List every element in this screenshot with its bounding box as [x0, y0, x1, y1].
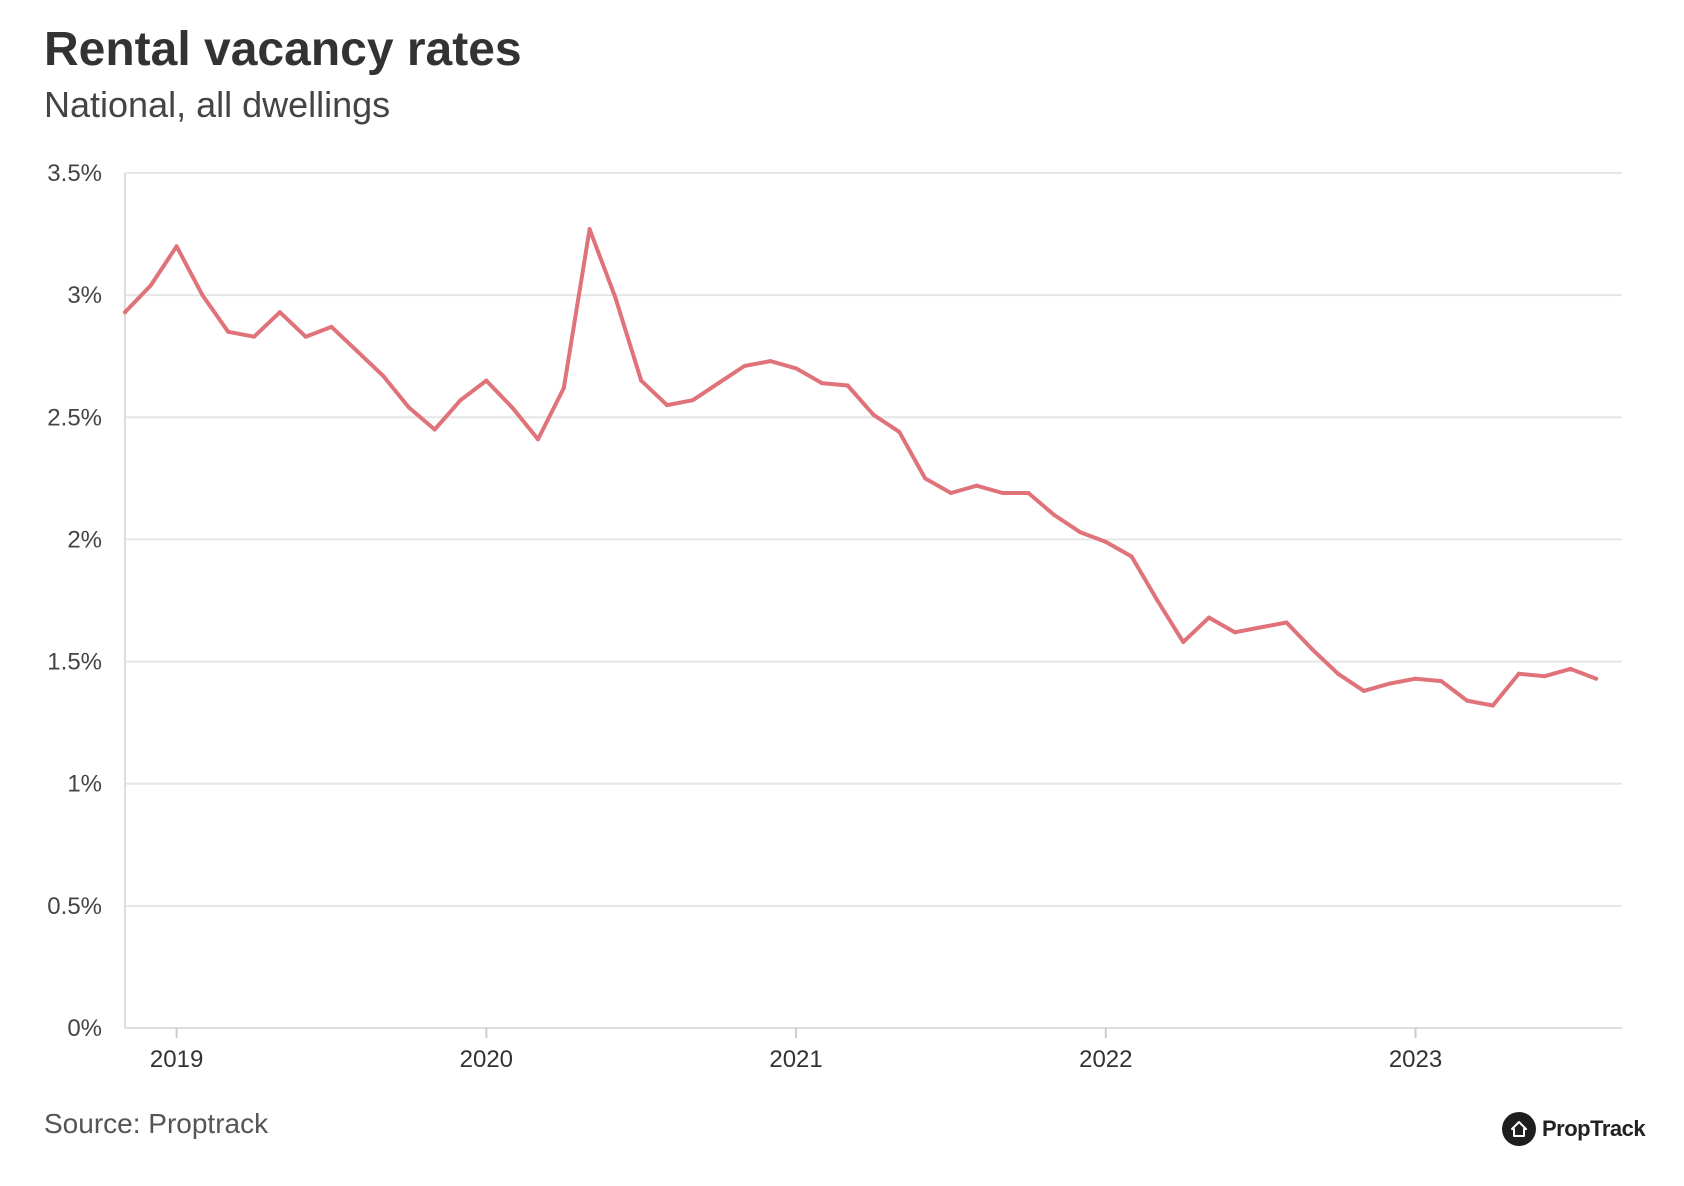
- data-point: [716, 381, 721, 386]
- data-point: [510, 405, 515, 410]
- data-point: [1310, 647, 1315, 652]
- data-point: [303, 334, 308, 339]
- proptrack-logo: PropTrack: [1502, 1112, 1646, 1146]
- data-point: [1490, 703, 1495, 708]
- data-point: [1465, 698, 1470, 703]
- y-axis-ticks: 0% 0.5% 1% 1.5% 2% 2.5% 3% 3.5%: [47, 160, 102, 1042]
- data-point: [432, 427, 437, 432]
- data-point: [1439, 679, 1444, 684]
- series-lines: [123, 227, 1599, 708]
- data-point: [1594, 676, 1599, 681]
- data-point: [1542, 674, 1547, 679]
- data-point: [329, 324, 334, 329]
- y-tick-label: 0%: [67, 1015, 102, 1042]
- data-point: [742, 363, 747, 368]
- y-tick-label: 2.5%: [47, 404, 102, 431]
- house-icon: [1502, 1112, 1536, 1146]
- data-point: [1026, 491, 1031, 496]
- data-point: [1103, 539, 1108, 544]
- data-point: [1284, 620, 1289, 625]
- data-point: [897, 429, 902, 434]
- data-point: [1336, 671, 1341, 676]
- series-line: [123, 227, 1599, 708]
- data-point: [768, 359, 773, 364]
- source-note: Source: Proptrack: [44, 1108, 269, 1139]
- data-point: [174, 244, 179, 249]
- data-point: [1568, 666, 1573, 671]
- data-point: [1258, 625, 1263, 630]
- data-point: [1077, 530, 1082, 535]
- data-point: [200, 293, 205, 298]
- chart-subtitle: National, all dwellings: [44, 84, 391, 125]
- data-point: [665, 403, 670, 408]
- data-point: [1052, 513, 1057, 517]
- data-point: [406, 405, 411, 410]
- y-tick-label: 2%: [67, 526, 102, 553]
- data-point: [277, 310, 282, 315]
- data-point: [923, 476, 928, 481]
- data-point: [123, 310, 127, 315]
- data-point: [381, 373, 386, 378]
- data-point: [587, 227, 592, 232]
- data-point: [948, 491, 953, 496]
- x-tick-label: 2019: [150, 1046, 203, 1073]
- data-point: [148, 283, 153, 288]
- data-point: [355, 349, 360, 354]
- y-tick-label: 1%: [67, 771, 102, 798]
- data-point: [484, 378, 489, 383]
- data-point: [252, 334, 257, 339]
- data-point: [1387, 681, 1392, 686]
- gridlines: [124, 172, 1622, 1029]
- data-point: [226, 329, 231, 334]
- data-point: [1000, 491, 1005, 496]
- data-point: [1181, 640, 1186, 645]
- x-axis-ticks: 2019 2020 2021 2022 2023: [150, 1028, 1442, 1073]
- data-point: [535, 437, 540, 442]
- data-point: [1361, 688, 1366, 693]
- logo-text: PropTrack: [1542, 1116, 1646, 1141]
- data-point: [1413, 676, 1418, 681]
- y-tick-label: 3%: [67, 282, 102, 309]
- data-point: [1232, 630, 1237, 635]
- y-tick-label: 3.5%: [47, 160, 102, 187]
- data-point: [1207, 615, 1212, 620]
- data-point: [613, 295, 618, 300]
- data-point: [458, 398, 463, 403]
- x-tick-label: 2020: [460, 1046, 513, 1073]
- data-point: [1155, 598, 1160, 603]
- data-point: [1516, 671, 1521, 676]
- data-point: [845, 383, 850, 388]
- data-point: [639, 378, 644, 383]
- data-point: [871, 412, 876, 417]
- data-point: [1129, 554, 1134, 559]
- x-tick-label: 2023: [1389, 1046, 1442, 1073]
- data-point: [794, 366, 799, 371]
- data-point: [819, 381, 824, 386]
- y-tick-label: 0.5%: [47, 893, 102, 920]
- data-point: [690, 398, 695, 403]
- data-point: [974, 483, 979, 488]
- x-tick-label: 2021: [769, 1046, 822, 1073]
- y-tick-label: 1.5%: [47, 649, 102, 676]
- data-point: [561, 385, 566, 390]
- x-tick-label: 2022: [1079, 1046, 1132, 1073]
- chart-title: Rental vacancy rates: [44, 23, 522, 76]
